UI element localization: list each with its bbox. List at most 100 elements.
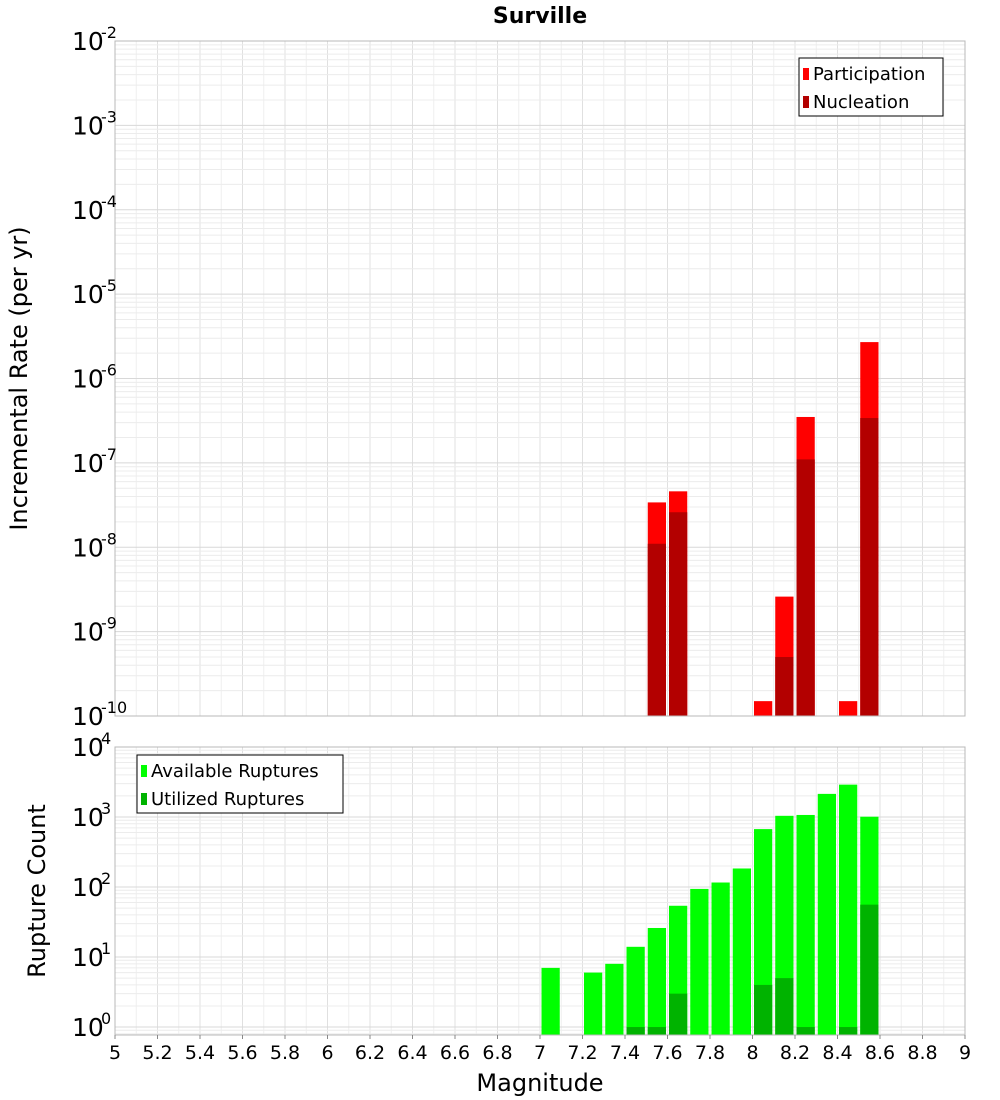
x-tick-label: 5.6	[227, 1042, 257, 1064]
bar-utilized-ruptures-7.55	[647, 1027, 666, 1035]
bar-nucleation-8.15	[775, 657, 794, 716]
x-tick-label: 7	[534, 1042, 546, 1064]
x-tick-label: 6	[321, 1042, 333, 1064]
y-tick-label: 103	[72, 799, 111, 832]
legend-swatch	[803, 96, 809, 108]
x-tick-label: 6.4	[397, 1042, 427, 1064]
bar-available-ruptures-7.45	[626, 946, 645, 1035]
x-tick-label: 5.2	[142, 1042, 172, 1064]
bar-utilized-ruptures-8.05	[754, 984, 773, 1035]
x-ticks: 5 5.2 5.4 5.6 5.8 6 6.2 6.4 6.6 6.8 7 7.2 7.4 7.6 7.8 8…	[109, 1035, 971, 1064]
y-tick-exponent: -5	[101, 276, 117, 295]
bar-available-ruptures-7.85	[711, 882, 730, 1035]
y-tick-label: 10-10	[72, 698, 127, 731]
bar-available-ruptures-8.45	[839, 784, 858, 1035]
y-tick-label: 104	[72, 729, 111, 762]
top-plot-frame	[114, 40, 966, 717]
chart-title: Surville	[493, 4, 587, 29]
bar-available-ruptures-8.05	[754, 829, 773, 1035]
y-tick-exponent: 4	[101, 729, 111, 748]
y-tick-base: 10	[72, 196, 104, 225]
y-tick-base: 10	[72, 943, 104, 972]
y-tick-base: 10	[72, 280, 104, 309]
y-tick-exponent: 0	[101, 1009, 111, 1028]
y-tick-label: 10-4	[72, 192, 117, 225]
y-tick-base: 10	[72, 111, 104, 140]
bar-nucleation-8.55	[860, 418, 879, 716]
y-tick-base: 10	[72, 365, 104, 394]
x-tick-label: 6.8	[482, 1042, 512, 1064]
bar-utilized-ruptures-7.45	[626, 1027, 645, 1035]
y-tick-base: 10	[72, 533, 104, 562]
bar-participation-8.45	[839, 701, 858, 716]
bar-utilized-ruptures-8.55	[860, 904, 879, 1035]
y-tick-exponent: 1	[101, 939, 111, 958]
x-tick-label: 5.4	[185, 1042, 215, 1064]
y-tick-exponent: -7	[101, 445, 117, 464]
legend-label: Available Ruptures	[151, 761, 319, 782]
bar-available-ruptures-7.25	[584, 972, 603, 1035]
legend-box	[136, 754, 344, 814]
bar-nucleation-8.25	[796, 459, 815, 716]
y-axis-label-top: Incremental Rate (per yr)	[5, 226, 33, 530]
bars-chart-0	[647, 342, 879, 716]
bar-available-ruptures-8.35	[817, 793, 836, 1035]
y-tick-exponent: -3	[101, 107, 117, 126]
bar-available-ruptures-7.95	[732, 868, 751, 1035]
y-tick-label: 102	[72, 869, 111, 902]
y-tick-label: 100	[72, 1009, 111, 1042]
y-ticks-chart-0: 10-210-310-410-510-610-710-810-910-10	[72, 23, 127, 731]
y-tick-base: 10	[72, 449, 104, 478]
bar-available-ruptures-7.75	[690, 888, 709, 1035]
y-tick-label: 10-7	[72, 445, 117, 478]
legend-box	[798, 57, 944, 117]
legend-chart-0: Participation Nucleation	[798, 57, 944, 117]
bar-utilized-ruptures-8.15	[775, 978, 794, 1035]
y-tick-exponent: -9	[101, 614, 117, 633]
x-tick-label: 8.6	[865, 1042, 895, 1064]
x-tick-label: 6.2	[355, 1042, 385, 1064]
legend-label: Nucleation	[813, 92, 909, 113]
y-tick-exponent: -8	[101, 529, 117, 548]
x-tick-label: 7.8	[695, 1042, 725, 1064]
legend-swatch	[803, 68, 809, 80]
y-tick-label: 10-5	[72, 276, 117, 309]
x-tick-label: 9	[959, 1042, 971, 1064]
x-tick-label: 6.6	[440, 1042, 470, 1064]
bar-available-ruptures-8.25	[796, 814, 815, 1035]
bar-utilized-ruptures-8.45	[839, 1027, 858, 1035]
bars-chart-1	[541, 784, 879, 1035]
y-tick-exponent: -4	[101, 192, 117, 211]
bar-nucleation-7.55	[647, 543, 666, 716]
y-tick-exponent: -2	[101, 23, 117, 42]
x-tick-label: 7.4	[610, 1042, 640, 1064]
y-tick-exponent: -6	[101, 361, 117, 380]
legend-swatch	[141, 765, 147, 777]
legend-label: Utilized Ruptures	[151, 789, 304, 810]
y-tick-label: 10-2	[72, 23, 117, 56]
legend-label: Participation	[813, 64, 925, 85]
bar-nucleation-7.65	[669, 512, 688, 716]
x-tick-label: 8.8	[907, 1042, 937, 1064]
y-tick-exponent: 2	[101, 869, 111, 888]
bar-available-ruptures-7.05	[541, 967, 560, 1035]
y-tick-base: 10	[72, 803, 104, 832]
y-tick-label: 10-3	[72, 107, 117, 140]
bar-utilized-ruptures-8.25	[796, 1027, 815, 1035]
y-tick-base: 10	[72, 702, 104, 731]
y-tick-exponent: -10	[101, 698, 127, 717]
bar-utilized-ruptures-7.65	[669, 993, 688, 1035]
y-tick-base: 10	[72, 618, 104, 647]
y-tick-exponent: 3	[101, 799, 111, 818]
x-axis-label: Magnitude	[476, 1069, 603, 1097]
x-tick-label: 5.8	[270, 1042, 300, 1064]
y-tick-label: 101	[72, 939, 111, 972]
x-tick-label: 7.2	[567, 1042, 597, 1064]
legend-swatch	[141, 793, 147, 805]
top-grid	[114, 40, 966, 717]
x-tick-label: 8.2	[780, 1042, 810, 1064]
y-tick-label: 10-6	[72, 361, 117, 394]
